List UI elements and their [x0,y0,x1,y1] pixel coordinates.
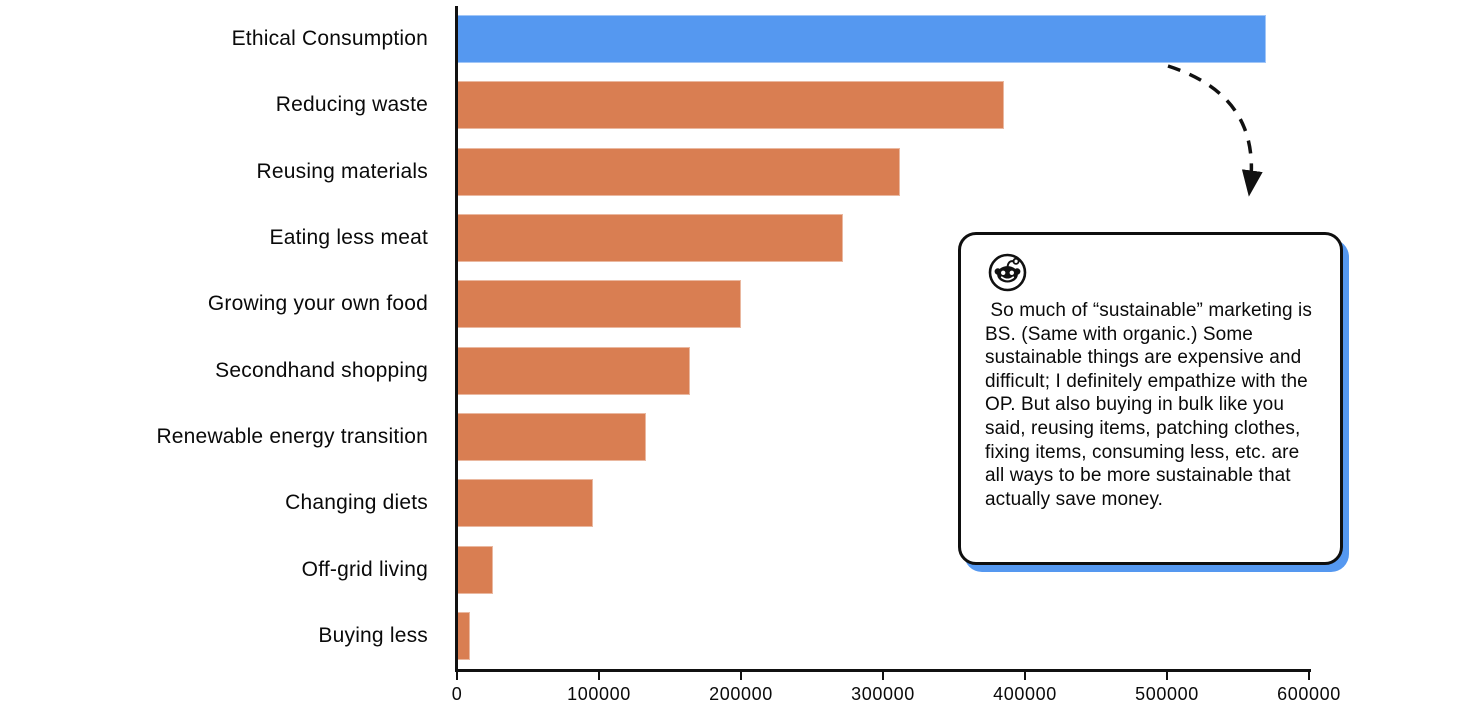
bar [457,280,741,329]
bar [457,412,646,461]
bar-row: Eating less meat [0,205,1478,271]
bar-row: Reducing waste [0,72,1478,138]
reddit-icon [988,253,1027,292]
x-tick-label: 500000 [1135,684,1199,704]
category-label: Ethical Consumption [231,27,428,51]
reddit-comment-callout: So much of “sustainable” marketing is BS… [958,232,1343,565]
category-label: Off-grid living [301,557,428,581]
bar-row: Ethical Consumption [0,6,1478,72]
x-tick-label: 600000 [1277,684,1341,704]
bar-row: Off-grid living [0,536,1478,602]
bar [457,81,1004,130]
bar [457,214,844,263]
x-tick-label: 200000 [709,684,773,704]
category-label: Reusing materials [256,159,428,183]
category-label: Renewable energy transition [156,424,428,448]
bar [457,147,900,196]
x-tick-mark [1023,672,1026,680]
bar-row: Renewable energy transition [0,404,1478,470]
x-tick-mark [455,672,458,680]
x-tick-mark [1307,672,1310,680]
category-label: Changing diets [285,491,428,515]
bar [457,611,470,660]
y-axis-line [455,6,458,670]
bar-row: Growing your own food [0,271,1478,337]
category-label: Secondhand shopping [215,358,428,382]
x-tick-mark [739,672,742,680]
x-tick-label: 100000 [567,684,631,704]
bar-row: Reusing materials [0,139,1478,205]
bar [457,479,594,528]
x-tick-mark [881,672,884,680]
bar-row: Changing diets [0,470,1478,536]
category-label: Reducing waste [275,93,428,117]
x-tick-label: 0 [451,684,463,704]
x-tick-label: 400000 [993,684,1057,704]
bar-row: Buying less [0,603,1478,669]
category-label: Buying less [318,623,428,647]
bar [457,545,493,594]
bar [457,346,690,395]
x-tick-mark [597,672,600,680]
category-label: Growing your own food [207,292,428,316]
bar [457,15,1267,64]
category-label: Eating less meat [269,226,428,250]
x-tick-label: 300000 [851,684,915,704]
bar-rows: Ethical Consumption Reducing waste Reusing… [0,6,1478,669]
x-tick-mark [1165,672,1168,680]
bar-row: Secondhand shopping [0,337,1478,403]
x-axis-line [455,669,1311,672]
comment-text: So much of “sustainable” marketing is BS… [985,300,1318,510]
